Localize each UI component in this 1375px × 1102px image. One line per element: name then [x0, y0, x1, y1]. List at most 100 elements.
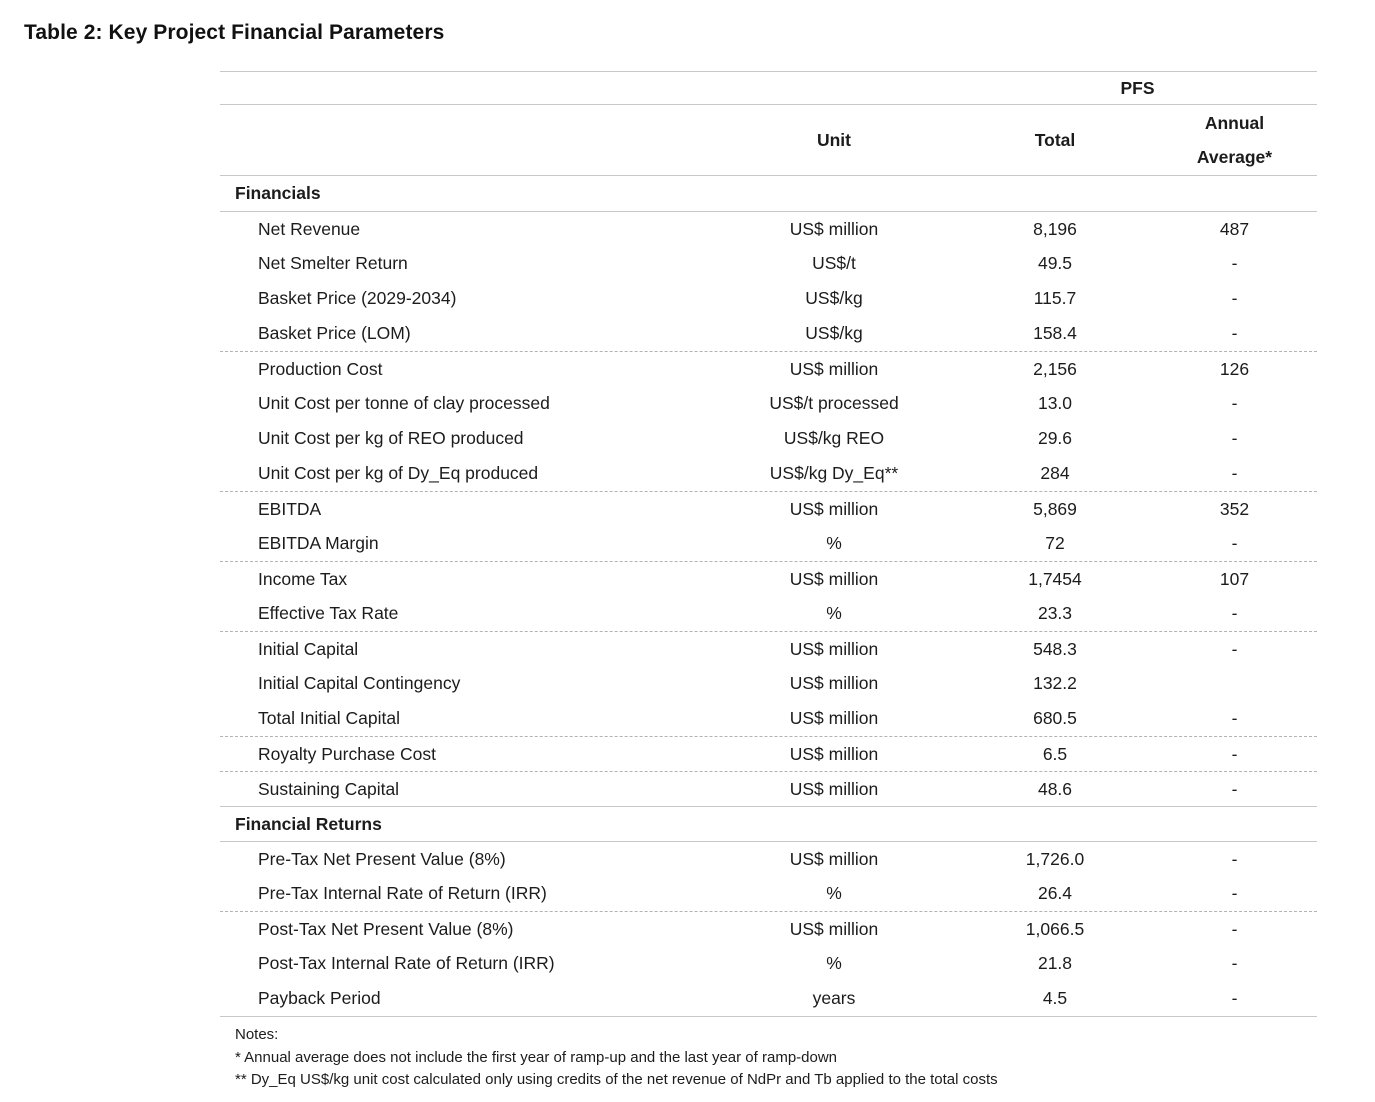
annual-average-cell: -	[1231, 848, 1238, 869]
table-row: Initial Capital US$ million 548.3 -	[220, 631, 1317, 666]
annual-average-cell: -	[1231, 288, 1238, 308]
unit-cell: US$ million	[789, 498, 879, 519]
table-row: Total Initial Capital US$ million 680.5 -	[220, 701, 1317, 736]
unit-cell: %	[826, 953, 842, 973]
table-row: Production Cost US$ million 2,156 126	[220, 351, 1317, 386]
unit-cell: US$ million	[789, 568, 879, 589]
total-cell: 49.5	[1037, 253, 1073, 273]
unit-cell: US$ million	[789, 743, 879, 764]
table-row: Net Smelter Return US$/t 49.5 -	[220, 246, 1317, 281]
total-cell: 23.3	[1037, 603, 1073, 623]
unit-cell: US$ million	[789, 778, 879, 799]
total-cell: 1,7454	[1028, 568, 1082, 589]
table-row: EBITDA Margin% 72 -	[220, 526, 1317, 561]
column-header-row: Unit Total Annual Average*	[220, 105, 1317, 176]
total-cell: 1,066.5	[1025, 918, 1085, 939]
column-header-annual-average-text: Annual Average*	[1196, 113, 1273, 167]
table-row: Basket Price (2029-2034) US$/kg 115.7 -	[220, 281, 1317, 316]
column-header-total: Total	[1034, 129, 1076, 150]
total-cell: 8,196	[1033, 218, 1077, 239]
unit-cell: US$ million	[789, 918, 879, 939]
financials-table: PFS Unit Total Annual Average* Financial…	[220, 71, 1317, 1092]
total-cell: 29.6	[1037, 428, 1073, 448]
row-label: Basket Price (LOM)	[258, 323, 411, 343]
total-cell: 48.6	[1037, 778, 1073, 799]
unit-cell: %	[826, 603, 842, 623]
row-label: Financials	[235, 183, 321, 203]
total-cell: 284	[1040, 463, 1070, 483]
note-item: * Annual average does not include the fi…	[235, 1048, 838, 1066]
unit-cell: %	[826, 533, 842, 553]
row-label: Pre-Tax Net Present Value (8%)	[258, 848, 506, 869]
total-cell: 132.2	[1033, 673, 1077, 693]
annual-average-cell: -	[1231, 988, 1238, 1008]
table-row: Basket Price (LOM) US$/kg 158.4 -	[220, 316, 1317, 351]
total-cell: 5,869	[1033, 498, 1077, 519]
annual-average-cell: 487	[1219, 218, 1250, 239]
row-label: Basket Price (2029-2034)	[258, 288, 457, 308]
notes: Notes: * Annual average does not include…	[220, 1017, 1317, 1092]
row-label: Net Revenue	[258, 218, 361, 239]
annual-average-cell: -	[1231, 743, 1238, 764]
row-label: Sustaining Capital	[258, 778, 400, 799]
total-cell: 158.4	[1033, 323, 1077, 343]
row-label: Effective Tax Rate	[258, 603, 399, 623]
row-label: Production Cost	[258, 358, 383, 379]
unit-cell: US$ million	[789, 358, 879, 379]
table-row: Pre-Tax Internal Rate of Return (IRR)% 26…	[220, 876, 1317, 911]
table-row: Net Revenue US$ million 8,196 487	[220, 211, 1317, 246]
page-title: Table 2: Key Project Financial Parameter…	[24, 21, 445, 44]
unit-cell: %	[826, 883, 842, 903]
row-label: Unit Cost per tonne of clay processed	[258, 393, 550, 413]
row-label: Post-Tax Internal Rate of Return (IRR)	[258, 953, 555, 973]
table-row: Initial Capital Contingency US$ million 13…	[220, 666, 1317, 701]
unit-cell: US$/kg	[805, 288, 863, 308]
note-item: ** Dy_Eq US$/kg unit cost calculated onl…	[235, 1071, 998, 1088]
table-row: Post-Tax Net Present Value (8%) US$ milli…	[220, 911, 1317, 946]
table-row: EBITDA US$ million 5,869 352	[220, 491, 1317, 526]
annual-average-cell: -	[1231, 428, 1238, 448]
row-label: EBITDA	[258, 498, 322, 519]
total-cell: 2,156	[1033, 358, 1077, 379]
total-cell: 13.0	[1037, 393, 1073, 413]
total-cell: 21.8	[1037, 953, 1073, 973]
annual-average-cell: -	[1231, 323, 1238, 343]
annual-average-cell: -	[1231, 778, 1238, 799]
annual-average-cell: 352	[1219, 498, 1250, 519]
row-label: Initial Capital	[258, 638, 359, 659]
row-label: Royalty Purchase Cost	[258, 743, 436, 764]
table-row: Unit Cost per kg of REO produced US$/kg R…	[220, 421, 1317, 456]
unit-cell: US$ million	[789, 708, 879, 728]
annual-average-cell: -	[1231, 463, 1238, 483]
unit-cell: US$/kg Dy_Eq**	[769, 463, 899, 483]
group-header-row: PFS	[220, 71, 1317, 105]
column-header-annual-average: Annual Average*	[1152, 106, 1317, 174]
total-cell: 72	[1045, 533, 1065, 553]
row-label: Unit Cost per kg of REO produced	[258, 428, 524, 448]
row-label: Post-Tax Net Present Value (8%)	[258, 918, 514, 939]
unit-cell: US$/t processed	[769, 393, 899, 413]
annual-average-cell: -	[1231, 638, 1238, 659]
unit-cell: US$/kg	[805, 323, 863, 343]
row-label: Income Tax	[258, 568, 348, 589]
table-row: Unit Cost per kg of Dy_Eq produced US$/kg…	[220, 456, 1317, 491]
total-cell: 26.4	[1037, 883, 1073, 903]
annual-average-cell: -	[1231, 953, 1238, 973]
total-cell: 680.5	[1033, 708, 1077, 728]
row-label: Initial Capital Contingency	[258, 673, 461, 693]
table-row: Unit Cost per tonne of clay processed US$…	[220, 386, 1317, 421]
section-header-row: Financial Returns	[220, 806, 1317, 841]
table-row: Royalty Purchase Cost US$ million 6.5 -	[220, 736, 1317, 771]
group-header-pfs: PFS	[1120, 77, 1155, 98]
annual-average-cell: -	[1231, 533, 1238, 553]
section-header-row: Financials	[220, 176, 1317, 211]
table-row: Payback Period years 4.5 -	[220, 981, 1317, 1016]
unit-cell: US$/kg REO	[783, 428, 885, 448]
unit-cell: US$ million	[789, 638, 879, 659]
unit-cell: US$ million	[789, 673, 879, 693]
annual-average-cell: -	[1231, 253, 1238, 273]
total-cell: 4.5	[1042, 988, 1068, 1008]
table-row: Sustaining Capital US$ million 48.6 -	[220, 771, 1317, 806]
row-label: Net Smelter Return	[258, 253, 408, 273]
